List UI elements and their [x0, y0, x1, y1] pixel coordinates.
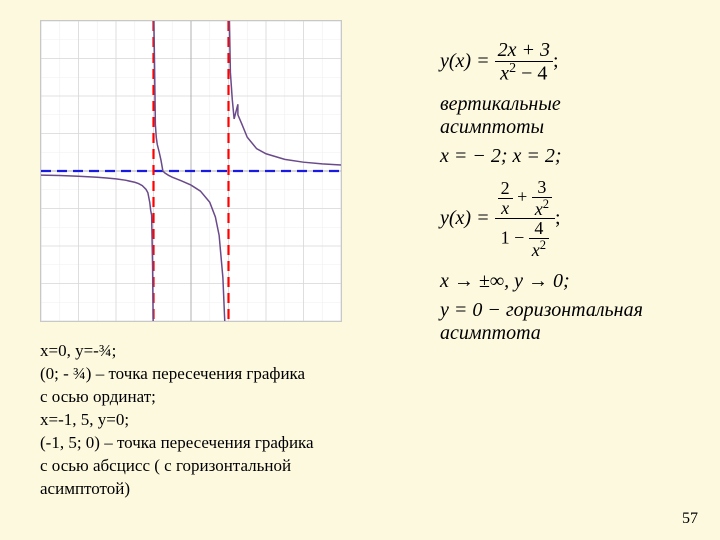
eq-end: ; [555, 207, 561, 229]
den-sup: 2 [509, 61, 516, 76]
nn: 3 [532, 178, 552, 198]
eq-line: y = 0 − горизонтальная [440, 299, 700, 322]
eq-line: асимптота [440, 322, 700, 345]
fraction-big: 2 x + 3 x2 1 − 4 x2 [495, 178, 555, 261]
fraction: 2x + 3 x2 − 4 [495, 40, 553, 85]
note-line: (-1, 5; 0) – точка пересечения графика [40, 432, 410, 455]
label-line: вертикальные [440, 93, 700, 116]
slide: x=0, y=-¾; (0; - ¾) – точка пересечения … [0, 0, 720, 540]
eq-text: y(x) = [440, 207, 490, 229]
one-minus: 1 − [501, 228, 529, 248]
note-line: с осью ординат; [40, 386, 410, 409]
numerator: 2x + 3 [498, 39, 550, 61]
notes-block: x=0, y=-¾; (0; - ¾) – точка пересечения … [40, 340, 410, 501]
nn: 4 [529, 219, 549, 239]
nn: 2 [498, 179, 513, 199]
den-tail: − 4 [516, 63, 547, 85]
equation-rewrite: y(x) = 2 x + 3 x2 1 − 4 [440, 178, 700, 261]
inner-frac: 3 x2 [532, 178, 552, 219]
dd: x [532, 240, 540, 260]
equation-limit: x → ±∞, y → 0; [440, 270, 700, 293]
inner-frac: 2 x [498, 179, 513, 218]
equation-main: y(x) = 2x + 3 x2 − 4 ; [440, 40, 700, 85]
page-number: 57 [682, 510, 698, 528]
label-line: асимптоты [440, 116, 700, 139]
den-x: x [500, 63, 509, 85]
dd: x [535, 199, 543, 219]
label-vertical-asymptotes: вертикальные асимптоты [440, 93, 700, 139]
plus: + [517, 186, 532, 206]
equation-asymptote-x: x = − 2; x = 2; [440, 145, 700, 168]
math-column: y(x) = 2x + 3 x2 − 4 ; вертикальные асим… [440, 40, 700, 351]
note-line: с осью абсцисс ( с горизонтальной [40, 455, 410, 478]
graph-plot [40, 20, 342, 322]
equation-horizontal-asymptote: y = 0 − горизонтальная асимптота [440, 299, 700, 345]
eq-end: ; [553, 50, 559, 72]
inner-frac: 4 x2 [529, 219, 549, 260]
dd: x [498, 199, 513, 218]
eq-text: y(x) = [440, 50, 490, 72]
note-line: (0; - ¾) – точка пересечения графика [40, 363, 410, 386]
note-line: асимптотой) [40, 478, 410, 501]
note-line: x=-1, 5, y=0; [40, 409, 410, 432]
note-line: x=0, y=-¾; [40, 340, 410, 363]
